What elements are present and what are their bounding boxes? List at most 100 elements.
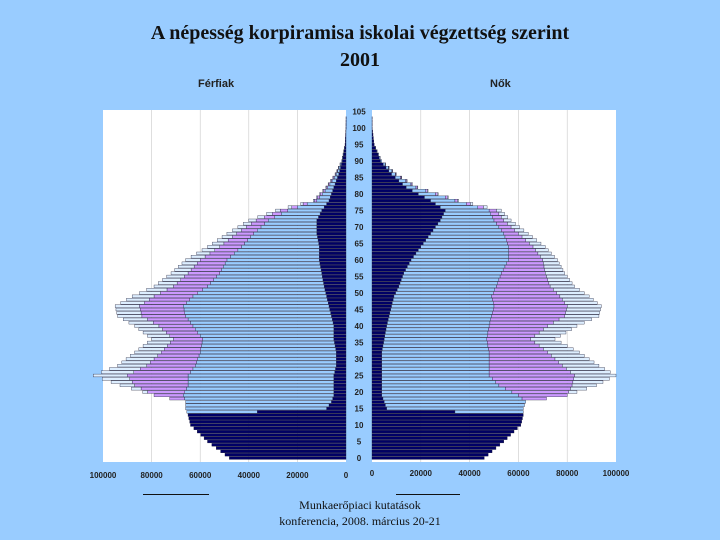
women-bar-age-64-4 — [532, 245, 546, 249]
men-bar-age-30-3 — [153, 357, 198, 361]
women-bar-age-59-4 — [543, 261, 560, 265]
women-bar-age-94-1 — [371, 146, 376, 150]
women-bar-age-81-2 — [412, 189, 426, 193]
women-bar-age-51-1 — [371, 288, 398, 292]
women-bar-age-26-1 — [371, 370, 382, 374]
men-bar-age-76-3 — [291, 205, 298, 209]
women-bar-age-93-1 — [371, 149, 377, 153]
women-bar-age-4-1 — [371, 443, 501, 447]
men-value-tick: 100000 — [90, 471, 117, 480]
men-bar-age-39-1 — [333, 327, 347, 331]
men-bar-age-4-1 — [211, 443, 347, 447]
women-bar-age-37-3 — [487, 334, 536, 338]
women-bar-age-49-4 — [559, 294, 590, 298]
men-bar-age-54-2 — [213, 278, 324, 282]
men-bar-age-27-2 — [192, 367, 336, 371]
women-bar-age-28-1 — [371, 364, 382, 368]
women-bar-age-61-3 — [508, 255, 541, 259]
women-bar-age-55-1 — [371, 274, 403, 279]
men-bar-age-65-4 — [212, 241, 225, 246]
men-bar-age-79-1 — [330, 195, 347, 199]
women-bar-age-74-4 — [498, 212, 505, 216]
men-bar-age-82-3 — [326, 185, 328, 189]
men-bar-age-12-1 — [188, 416, 347, 420]
men-bar-age-55-1 — [322, 274, 347, 279]
men-bar-age-90-2 — [341, 159, 343, 163]
men-bar-age-19-3 — [153, 393, 184, 397]
women-bar-age-97-1 — [371, 136, 374, 140]
age-tick-0: 0 — [357, 454, 362, 463]
men-bar-age-45-3 — [140, 307, 185, 312]
women-bar-age-43-3 — [491, 314, 565, 318]
men-bar-age-30-2 — [197, 357, 337, 361]
men-bar-age-46-3 — [139, 304, 184, 308]
women-bar-age-34-1 — [371, 344, 384, 348]
men-bar-age-25-3 — [127, 373, 189, 378]
women-bar-age-15-2 — [386, 406, 524, 411]
women-bar-age-28-4 — [562, 364, 600, 368]
women-bar-age-42-3 — [490, 317, 560, 321]
men-bar-age-31-2 — [198, 354, 337, 358]
women-bar-age-70-4 — [510, 225, 520, 229]
men-bar-age-71-3 — [251, 222, 265, 226]
men-bar-age-84-4 — [330, 179, 332, 183]
footer-line-1: Munkaerőpiaci kutatások — [299, 498, 421, 512]
women-bar-age-68-2 — [430, 232, 504, 236]
women-bar-age-65-4 — [529, 241, 542, 246]
men-bar-age-59-3 — [196, 261, 226, 265]
men-bar-age-68-3 — [236, 232, 254, 236]
women-bar-age-64-2 — [420, 245, 509, 249]
women-bar-age-54-4 — [547, 278, 570, 282]
women-bar-age-27-3 — [488, 367, 567, 371]
men-bar-age-68-4 — [226, 232, 237, 236]
men-bar-age-41-2 — [190, 321, 334, 325]
women-bar-age-45-3 — [493, 307, 567, 312]
footer-rule-right — [396, 494, 460, 495]
men-bar-age-29-1 — [336, 360, 347, 364]
men-bar-age-37-2 — [200, 334, 335, 338]
women-bar-age-21-3 — [505, 387, 571, 391]
men-bar-age-44-1 — [330, 311, 347, 315]
men-bar-age-51-3 — [166, 288, 203, 292]
men-bar-age-23-3 — [131, 380, 189, 384]
women-bar-age-31-1 — [371, 354, 382, 358]
men-bar-age-37-4 — [147, 334, 171, 338]
men-bar-age-31-4 — [130, 354, 158, 358]
men-bar-age-46-4 — [114, 304, 140, 308]
women-bar-age-52-4 — [549, 284, 575, 288]
men-bar-age-53-3 — [176, 281, 211, 285]
women-bar-age-65-1 — [371, 241, 424, 246]
men-bar-age-21-4 — [131, 387, 142, 391]
women-bar-age-68-4 — [518, 232, 529, 236]
women-bar-age-33-2 — [382, 347, 489, 351]
women-bar-age-24-3 — [492, 377, 574, 381]
women-bar-age-88-1 — [371, 166, 387, 170]
women-bar-age-26-3 — [488, 370, 571, 374]
men-bar-age-35-1 — [334, 340, 347, 345]
age-tick-5: 5 — [357, 438, 362, 447]
men-bar-age-87-2 — [337, 169, 340, 173]
women-bar-age-98-1 — [371, 133, 374, 137]
men-value-tick: 40000 — [238, 471, 261, 480]
men-bar-age-76-4 — [287, 205, 292, 209]
women-bar-age-32-4 — [547, 350, 580, 354]
men-bar-age-78-1 — [328, 199, 347, 203]
men-bar-age-73-2 — [274, 215, 319, 219]
men-bar-age-86-2 — [336, 172, 339, 176]
men-bar-age-48-2 — [189, 298, 328, 302]
women-bar-age-27-2 — [381, 367, 490, 371]
women-bar-age-49-1 — [371, 294, 395, 298]
women-bar-age-66-2 — [425, 238, 507, 242]
women-bar-age-25-3 — [488, 373, 575, 378]
men-bar-age-28-1 — [336, 364, 347, 368]
women-bar-age-67-4 — [521, 235, 533, 239]
women-bar-age-51-3 — [494, 288, 554, 292]
women-bar-age-38-1 — [371, 331, 386, 335]
women-bar-age-89-1 — [371, 162, 384, 166]
men-bar-age-34-3 — [167, 344, 202, 348]
footer: Munkaerőpiaci kutatások konferencia, 200… — [0, 497, 720, 529]
men-bar-age-60-3 — [200, 258, 228, 262]
women-bar-age-62-3 — [508, 251, 539, 255]
women-bar-age-84-2 — [398, 179, 406, 183]
